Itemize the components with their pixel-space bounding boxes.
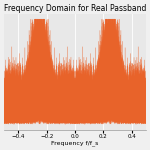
X-axis label: Frequency f/f_s: Frequency f/f_s xyxy=(51,140,99,146)
Title: Frequency Domain for Real Passband: Frequency Domain for Real Passband xyxy=(4,4,146,13)
